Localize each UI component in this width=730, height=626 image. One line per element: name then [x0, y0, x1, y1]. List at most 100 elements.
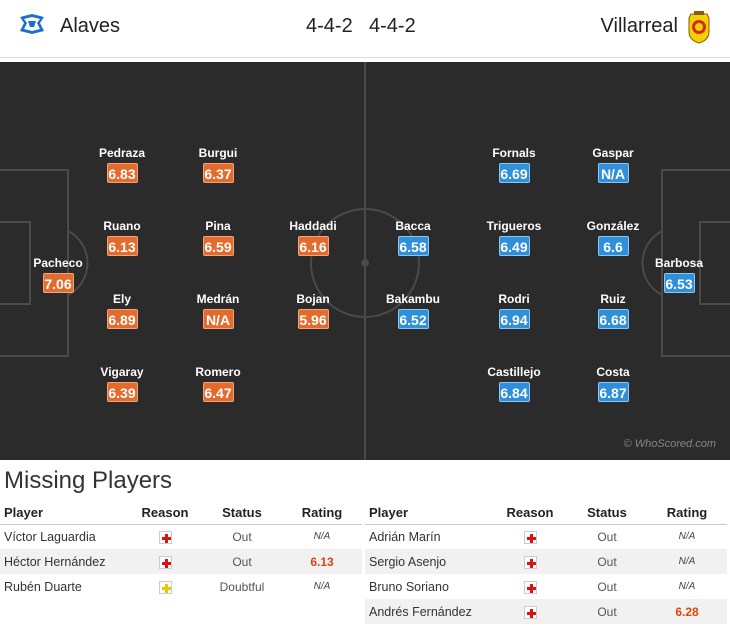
away-player[interactable]: Bakambu 6.52 — [373, 292, 453, 330]
away-missing-table: Player Reason Status Rating Adrián Marín… — [365, 502, 727, 624]
doubtful-icon — [158, 580, 172, 594]
player-rating: 6.52 — [397, 309, 429, 329]
player-name: Romero — [195, 365, 241, 379]
player-name: Pina — [205, 219, 231, 233]
injury-icon — [158, 530, 172, 544]
player-rating: N/A — [202, 309, 234, 329]
player-name: Pacheco — [33, 256, 83, 270]
home-player[interactable]: Ely 6.89 — [82, 292, 162, 330]
injury-icon — [158, 555, 172, 569]
player-name: Bojan — [296, 292, 330, 306]
injury-icon — [523, 605, 537, 619]
player-name: Trigueros — [486, 219, 542, 233]
player-name: Medrán — [196, 292, 240, 306]
home-player[interactable]: Vigaray 6.39 — [82, 365, 162, 403]
missing-rating: N/A — [647, 549, 727, 574]
away-player[interactable]: Fornals 6.69 — [474, 146, 554, 184]
away-player[interactable]: Ruiz 6.68 — [573, 292, 653, 330]
player-name: Bacca — [395, 219, 431, 233]
pitch: Pacheco 7.06 Pedraza 6.83 Ruano 6.13 Ely… — [0, 62, 730, 460]
table-row: Víctor Laguardia Out N/A — [0, 524, 362, 549]
player-name: Ruano — [103, 219, 141, 233]
table-row: Andrés Fernández Out 6.28 — [365, 599, 727, 624]
away-player[interactable]: Trigueros 6.49 — [474, 219, 554, 257]
table-row: Sergio Asenjo Out N/A — [365, 549, 727, 574]
home-player[interactable]: Romero 6.47 — [178, 365, 258, 403]
player-rating: 5.96 — [297, 309, 329, 329]
alaves-crest-icon[interactable] — [18, 13, 46, 35]
col-status: Status — [202, 502, 282, 525]
home-player[interactable]: Burgui 6.37 — [178, 146, 258, 184]
home-missing-table: Player Reason Status Rating Víctor Lagua… — [0, 502, 362, 599]
col-reason: Reason — [128, 502, 202, 525]
player-rating: 6.37 — [202, 163, 234, 183]
missing-player-name[interactable]: Héctor Hernández — [0, 549, 128, 574]
home-player[interactable]: Pedraza 6.83 — [82, 146, 162, 184]
missing-status: Out — [597, 529, 617, 544]
player-name: Costa — [596, 365, 630, 379]
missing-player-name[interactable]: Adrián Marín — [369, 529, 441, 544]
player-rating: 6.53 — [663, 273, 695, 293]
col-rating: Rating — [282, 502, 362, 525]
player-rating: 6.39 — [106, 382, 138, 402]
player-name: Burgui — [198, 146, 238, 160]
missing-rating: N/A — [678, 581, 696, 592]
player-rating: N/A — [597, 163, 629, 183]
player-name: Pedraza — [98, 146, 146, 160]
missing-player-name[interactable]: Sergio Asenjo — [365, 549, 493, 574]
missing-player-name[interactable]: Víctor Laguardia — [4, 529, 96, 544]
injury-icon — [523, 555, 537, 569]
player-rating: 6.6 — [597, 236, 629, 256]
missing-player-name[interactable]: Rubén Duarte — [4, 579, 82, 594]
missing-rating: 6.13 — [282, 549, 362, 574]
table-row: Héctor Hernández Out 6.13 — [0, 549, 362, 574]
home-player[interactable]: Bojan 5.96 — [273, 292, 353, 330]
player-rating: 6.87 — [597, 382, 629, 402]
player-rating: 6.83 — [106, 163, 138, 183]
missing-player-name[interactable]: Andrés Fernández — [365, 599, 493, 624]
player-name: Vigaray — [100, 365, 144, 379]
table-row: Rubén Duarte Doubtful N/A — [0, 574, 362, 599]
player-rating: 6.84 — [498, 382, 530, 402]
player-name: Barbosa — [654, 256, 704, 270]
player-rating: 6.68 — [597, 309, 629, 329]
player-name: Bakambu — [385, 292, 441, 306]
player-rating: 6.16 — [297, 236, 329, 256]
home-team-name[interactable]: Alaves — [60, 15, 121, 37]
home-formation: 4-4-2 — [306, 15, 353, 37]
away-player[interactable]: Rodri 6.94 — [474, 292, 554, 330]
whoscored-watermark: © WhoScored.com — [623, 438, 716, 450]
away-player[interactable]: Castillejo 6.84 — [474, 365, 554, 403]
away-player[interactable]: Barbosa 6.53 — [639, 256, 719, 294]
player-rating: 6.58 — [397, 236, 429, 256]
home-player[interactable]: Pacheco 7.06 — [18, 256, 98, 294]
home-player[interactable]: Medrán N/A — [178, 292, 258, 330]
player-rating: 6.69 — [498, 163, 530, 183]
away-player[interactable]: González 6.6 — [573, 219, 653, 257]
player-rating: 6.13 — [106, 236, 138, 256]
col-player: Player — [365, 502, 493, 525]
home-player[interactable]: Haddadi 6.16 — [273, 219, 353, 257]
away-formation: 4-4-2 — [369, 15, 416, 37]
missing-player-name[interactable]: Bruno Soriano — [369, 579, 449, 594]
home-player[interactable]: Ruano 6.13 — [82, 219, 162, 257]
away-player[interactable]: Gaspar N/A — [573, 146, 653, 184]
missing-rating: N/A — [678, 531, 696, 543]
match-header: Alaves 4-4-2 4-4-2 Villarreal — [0, 0, 730, 58]
missing-rating: N/A — [313, 531, 331, 543]
injury-icon — [523, 580, 537, 594]
villarreal-crest-icon[interactable] — [685, 10, 713, 44]
player-name: Gaspar — [592, 146, 634, 160]
pitch-lines — [0, 62, 730, 460]
player-rating: 6.89 — [106, 309, 138, 329]
away-player[interactable]: Bacca 6.58 — [373, 219, 453, 257]
home-player[interactable]: Pina 6.59 — [178, 219, 258, 257]
player-name: Rodri — [498, 292, 530, 306]
away-player[interactable]: Costa 6.87 — [573, 365, 653, 403]
col-reason: Reason — [493, 502, 567, 525]
away-team-name[interactable]: Villarreal — [600, 15, 678, 37]
missing-status: Out — [567, 599, 647, 624]
player-name: Ruiz — [600, 292, 626, 306]
col-rating: Rating — [647, 502, 727, 525]
col-status: Status — [567, 502, 647, 525]
